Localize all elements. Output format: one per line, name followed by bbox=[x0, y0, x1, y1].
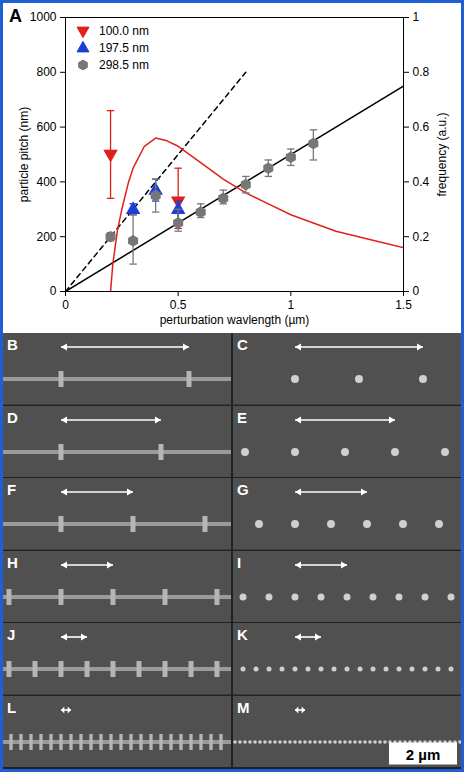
svg-text:400: 400 bbox=[36, 175, 56, 189]
svg-text:C: C bbox=[237, 336, 248, 353]
svg-text:800: 800 bbox=[36, 65, 56, 79]
svg-text:0.2: 0.2 bbox=[413, 230, 430, 244]
svg-text:perturbation wavlength (µm): perturbation wavlength (µm) bbox=[160, 313, 310, 327]
svg-text:0.4: 0.4 bbox=[413, 175, 430, 189]
svg-text:0: 0 bbox=[50, 284, 57, 298]
svg-text:1.5: 1.5 bbox=[395, 298, 412, 312]
html-text:A: A bbox=[9, 6, 22, 26]
svg-text:G: G bbox=[237, 481, 249, 498]
svg-text:J: J bbox=[7, 626, 15, 643]
svg-text:frequency (a.u.): frequency (a.u.) bbox=[435, 112, 449, 196]
svg-text:100.0 nm: 100.0 nm bbox=[99, 24, 149, 38]
svg-text:H: H bbox=[7, 554, 18, 571]
svg-text:particle pitch (nm): particle pitch (nm) bbox=[17, 107, 31, 202]
svg-text:200: 200 bbox=[36, 230, 56, 244]
svg-text:1000: 1000 bbox=[30, 10, 57, 24]
svg-text:E: E bbox=[237, 409, 247, 426]
svg-text:1: 1 bbox=[413, 10, 420, 24]
svg-text:L: L bbox=[7, 699, 16, 716]
svg-text:197.5 nm: 197.5 nm bbox=[99, 41, 149, 55]
svg-text:B: B bbox=[7, 336, 18, 353]
svg-text:0.8: 0.8 bbox=[413, 65, 430, 79]
svg-text:2 µm: 2 µm bbox=[406, 745, 441, 762]
svg-text:D: D bbox=[7, 409, 18, 426]
svg-text:0.6: 0.6 bbox=[413, 120, 430, 134]
svg-text:0: 0 bbox=[62, 298, 69, 312]
svg-text:M: M bbox=[237, 699, 250, 716]
svg-text:0: 0 bbox=[413, 284, 420, 298]
svg-text:0.5: 0.5 bbox=[170, 298, 187, 312]
svg-text:K: K bbox=[237, 626, 248, 643]
svg-text:F: F bbox=[7, 481, 16, 498]
svg-text:1: 1 bbox=[287, 298, 294, 312]
svg-text:298.5 nm: 298.5 nm bbox=[99, 58, 149, 72]
svg-text:600: 600 bbox=[36, 120, 56, 134]
svg-text:I: I bbox=[237, 554, 241, 571]
